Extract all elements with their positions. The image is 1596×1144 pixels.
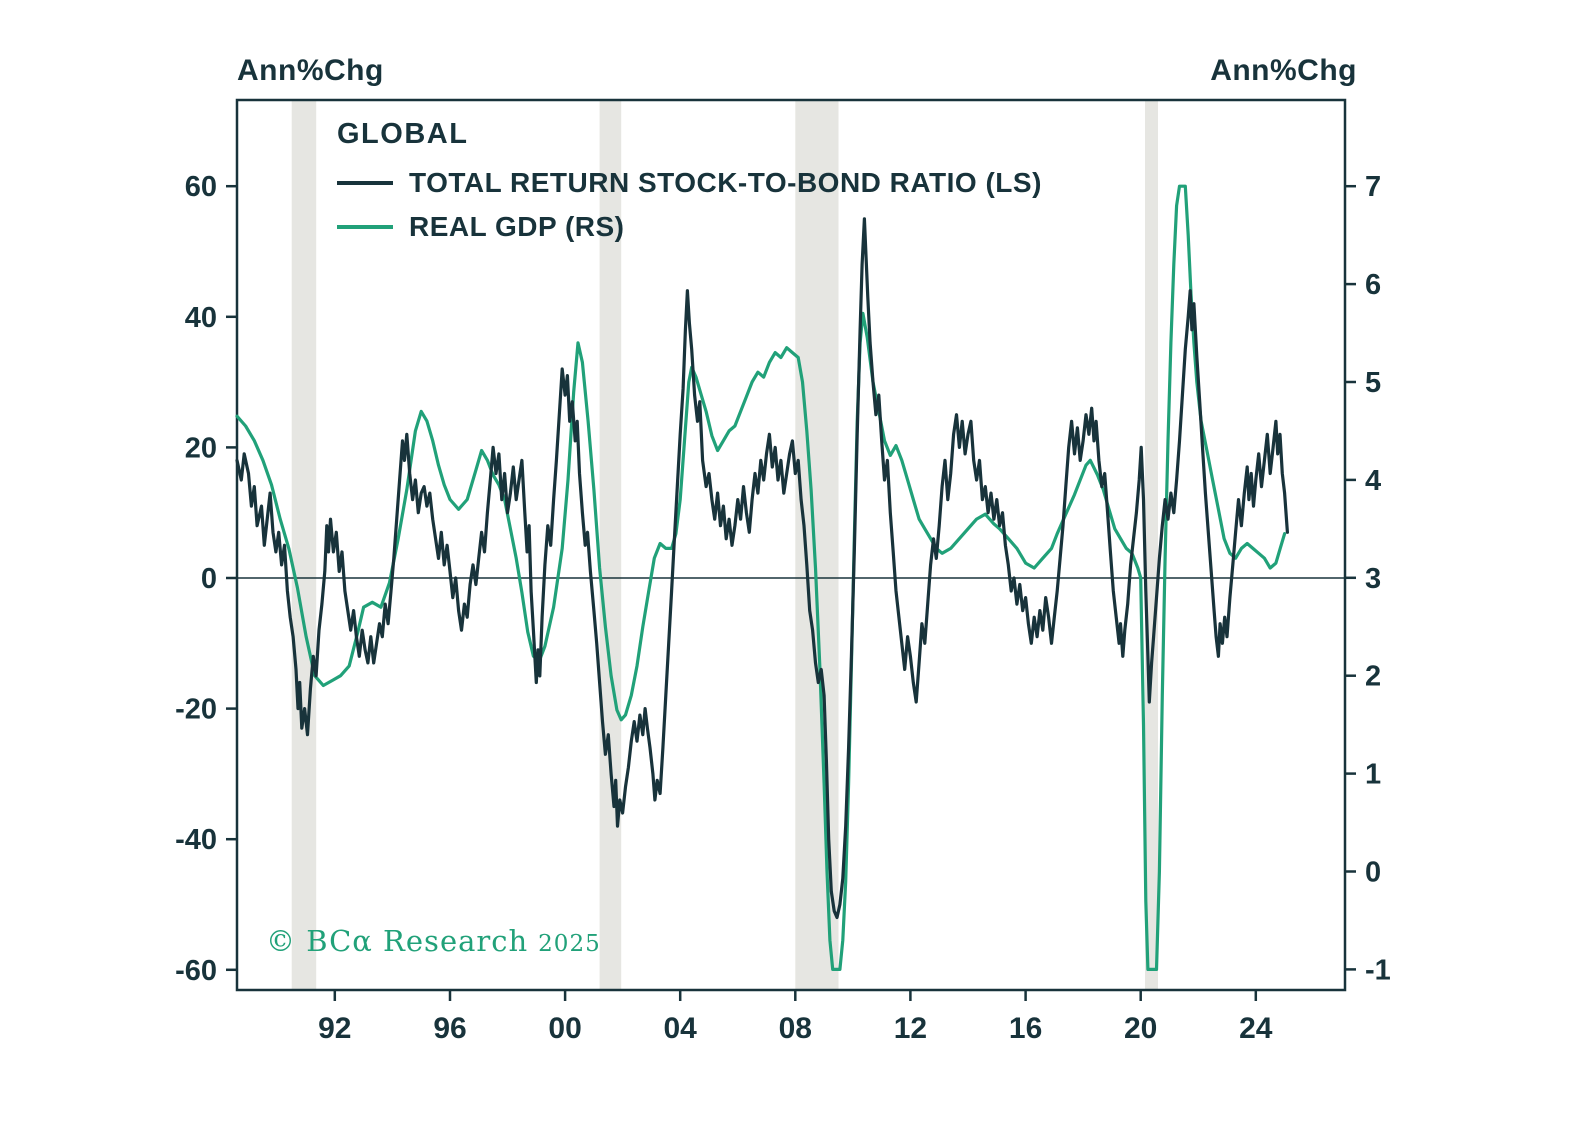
- recession-band: [599, 100, 622, 990]
- recession-band: [795, 100, 839, 990]
- copyright-year: 2025: [538, 931, 601, 957]
- left-axis-tick-label: -40: [175, 824, 217, 856]
- right-axis-title: Ann%Chg: [1210, 54, 1357, 87]
- x-axis-tick-label: 04: [664, 1012, 698, 1045]
- legend: GLOBAL TOTAL RETURN STOCK-TO-BOND RATIO …: [337, 118, 1042, 249]
- left-axis-tick-label: 20: [185, 432, 217, 464]
- x-axis-tick-label: 16: [1009, 1012, 1042, 1045]
- x-axis-tick-label: 92: [318, 1012, 351, 1045]
- left-axis-tick-label: 40: [185, 302, 217, 334]
- x-axis-tick-label: 20: [1124, 1012, 1157, 1045]
- x-axis-tick-label: 24: [1239, 1012, 1273, 1045]
- right-axis-tick-label: 6: [1365, 269, 1381, 301]
- right-axis-tick-label: 2: [1365, 661, 1381, 693]
- x-axis-tick-label: 08: [779, 1012, 812, 1045]
- x-axis-tick-label: 00: [548, 1012, 581, 1045]
- recession-band: [1145, 100, 1158, 990]
- left-axis-tick-label: -60: [175, 955, 217, 987]
- right-axis-tick-label: 7: [1365, 171, 1381, 203]
- x-axis-tick-label: 96: [433, 1012, 466, 1045]
- right-axis-tick-label: 3: [1365, 563, 1381, 595]
- legend-item-real-gdp: REAL GDP (RS): [337, 205, 1042, 249]
- legend-label-stock-bond: TOTAL RETURN STOCK-TO-BOND RATIO (LS): [409, 167, 1042, 198]
- legend-label-real-gdp: REAL GDP (RS): [409, 211, 625, 242]
- series-real-gdp-line: [235, 184, 1287, 972]
- series-stock-bond-ratio-line: [235, 217, 1290, 920]
- copyright: © BCα Research 2025: [266, 924, 601, 958]
- right-axis-tick-label: 0: [1365, 857, 1381, 889]
- right-axis-tick-label: 4: [1365, 465, 1381, 497]
- legend-item-stock-bond: TOTAL RETURN STOCK-TO-BOND RATIO (LS): [337, 161, 1042, 205]
- stock-bond-line-swatch: [337, 181, 393, 185]
- legend-title: GLOBAL: [337, 118, 469, 150]
- right-axis-tick-label: -1: [1365, 954, 1391, 986]
- plot-frame: [235, 98, 1347, 992]
- real-gdp-line-swatch: [337, 225, 393, 229]
- recession-band: [291, 100, 317, 990]
- right-axis-tick-label: 1: [1365, 759, 1381, 791]
- left-axis-tick-label: -20: [175, 694, 217, 726]
- copyright-text: © BCα Research: [266, 924, 529, 958]
- right-axis-tick-label: 5: [1365, 367, 1381, 399]
- left-axis-tick-label: 0: [201, 563, 217, 595]
- x-axis-tick-label: 12: [894, 1012, 927, 1045]
- left-axis-tick-label: 60: [185, 171, 217, 203]
- left-axis-title: Ann%Chg: [237, 54, 384, 87]
